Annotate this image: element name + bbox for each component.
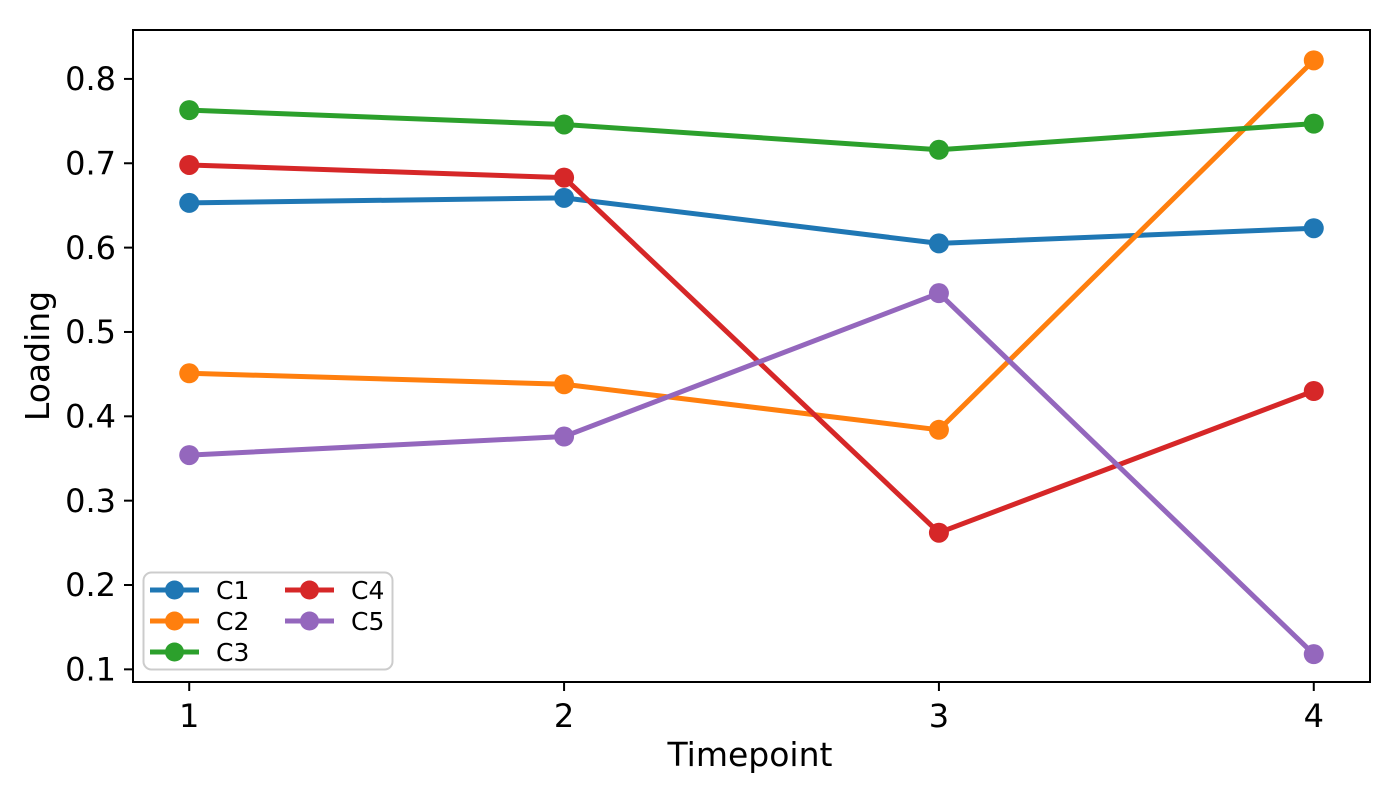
legend-box — [142, 571, 394, 671]
x-axis-label: Timepoint — [667, 735, 833, 774]
y-tick-label: 0.5 — [65, 313, 116, 351]
data-point-C1-x1 — [179, 192, 200, 213]
data-point-C3-x2 — [554, 114, 575, 135]
legend-marker-dot — [165, 642, 184, 662]
series-line-C1 — [186, 195, 1317, 246]
legend-marker-dot — [165, 580, 184, 600]
data-point-C5-x1 — [179, 445, 200, 466]
legend-label: C1 — [216, 576, 249, 605]
series-line-C2 — [186, 57, 1317, 433]
legend-entry-C2: C2 — [150, 607, 249, 636]
data-point-C2-x1 — [179, 363, 200, 384]
data-point-C4-x2 — [554, 167, 575, 188]
legend-label: C5 — [351, 607, 384, 636]
data-point-C2-x3 — [928, 419, 949, 440]
tick-layer: 0.1 0.2 0.3 0.4 0.5 0.6 0.7 0.8 1 2 3 4 — [65, 60, 1324, 735]
y-tick-label: 0.1 — [65, 651, 116, 689]
series-layer — [179, 50, 1324, 665]
y-tick-label: 0.8 — [65, 60, 116, 98]
x-tick-label: 3 — [929, 697, 949, 735]
legend-marker-dot — [300, 580, 319, 600]
data-point-C4-x3 — [928, 522, 949, 543]
y-tick-label: 0.7 — [65, 144, 116, 182]
legend-marker-dot — [165, 611, 184, 631]
x-tick-label: 1 — [179, 697, 199, 735]
legend-entry-C5: C5 — [285, 607, 384, 636]
legend-marker-dot — [300, 611, 319, 631]
data-point-C4-x4 — [1303, 381, 1324, 402]
series-line-C5 — [186, 290, 1317, 657]
data-point-C4-x1 — [179, 154, 200, 175]
data-point-C2-x2 — [554, 374, 575, 395]
data-point-C1-x2 — [554, 187, 575, 208]
data-point-C5-x3 — [928, 283, 949, 304]
y-tick-label: 0.2 — [65, 566, 116, 604]
x-tick-label: 2 — [554, 697, 574, 735]
data-point-C3-x1 — [179, 100, 200, 121]
legend-entry-C3: C3 — [150, 638, 249, 667]
y-tick-label: 0.6 — [65, 229, 116, 267]
data-point-C2-x4 — [1303, 50, 1324, 71]
y-tick-label: 0.4 — [65, 398, 116, 436]
legend-entry-C4: C4 — [285, 576, 384, 605]
plot-frame — [132, 29, 1371, 683]
y-axis-label: Loading — [18, 291, 57, 421]
data-point-C3-x3 — [928, 139, 949, 160]
data-point-C5-x2 — [554, 426, 575, 447]
data-point-C1-x4 — [1303, 218, 1324, 239]
data-point-C5-x4 — [1303, 644, 1324, 665]
legend-label: C3 — [216, 638, 249, 667]
legend-entry-C1: C1 — [150, 576, 249, 605]
series-line-C3 — [186, 107, 1317, 153]
data-point-C1-x3 — [928, 233, 949, 254]
legend-label: C2 — [216, 607, 249, 636]
frame-layer — [132, 29, 1371, 683]
y-tick-label: 0.3 — [65, 482, 116, 520]
data-point-C3-x4 — [1303, 113, 1324, 134]
legend-label: C4 — [351, 576, 384, 605]
x-tick-label: 4 — [1304, 697, 1324, 735]
series-line-C4 — [186, 162, 1317, 536]
